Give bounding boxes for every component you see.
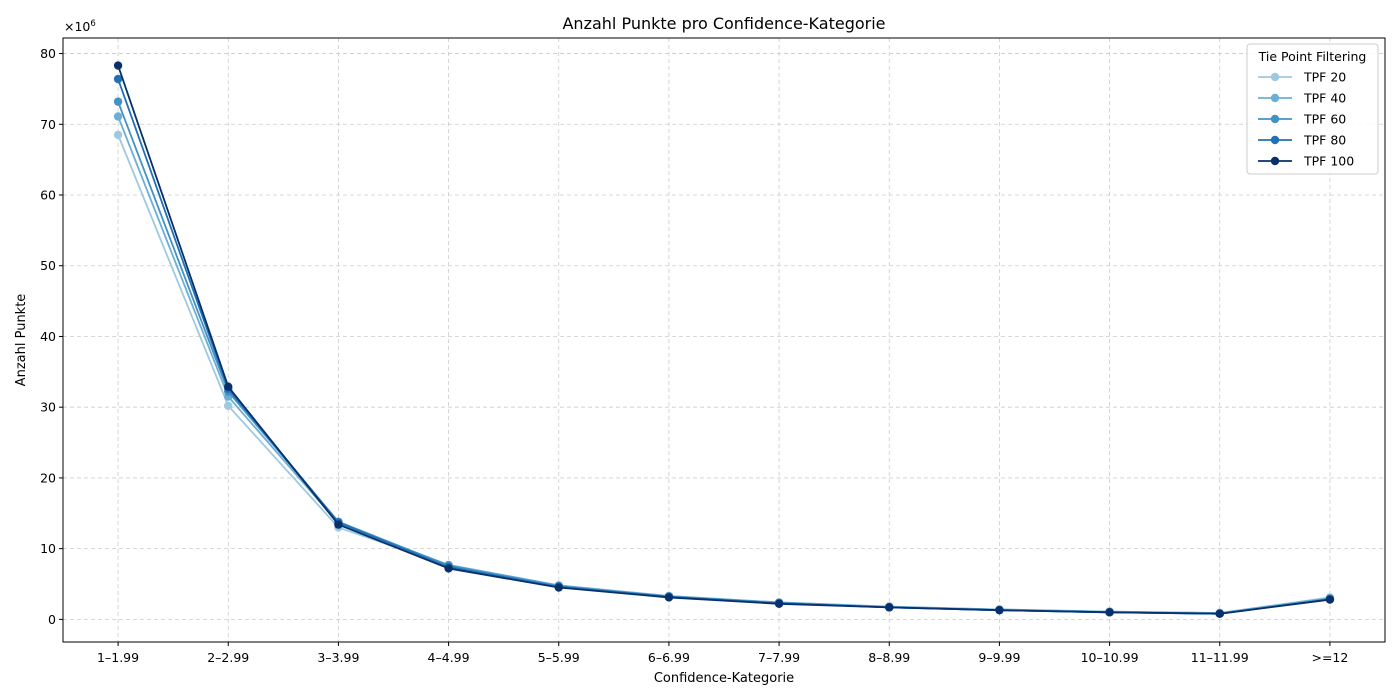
y-tick-label: 50 [40, 258, 56, 273]
data-point [224, 401, 233, 410]
data-point [113, 130, 123, 140]
y-offset-prefix: ×10 [64, 19, 90, 34]
legend-item: TPF 100 [1258, 154, 1354, 169]
x-tick-label: 8–8.99 [868, 650, 910, 665]
axis-ticks: 0 10 20 30 40 50 60 70 80 1–1.99 2–2.99 3–3.99 4–4.9… [40, 46, 1348, 665]
data-point [113, 61, 123, 70]
data-point [664, 593, 674, 602]
legend-marker [1270, 135, 1280, 145]
y-tick-label: 40 [40, 329, 56, 344]
legend-item: TPF 60 [1258, 112, 1346, 127]
x-tick-label: 11–11.99 [1191, 650, 1249, 665]
y-axis-label: Anzahl Punkte [14, 294, 29, 387]
legend-label: TPF 80 [1303, 133, 1346, 148]
x-tick-label: 2–2.99 [207, 650, 249, 665]
series-line [117, 78, 1331, 615]
legend-marker [1270, 156, 1280, 166]
series-tpf-60 [113, 97, 1335, 618]
series-layer [113, 61, 1335, 618]
series-line [117, 134, 1331, 614]
data-point [774, 599, 784, 609]
x-tick-label: 7–7.99 [758, 650, 800, 665]
x-tick-label: 4–4.99 [428, 650, 470, 665]
series-line [117, 65, 1331, 615]
y-tick-label: 20 [40, 470, 56, 485]
plot-frame [62, 37, 1386, 643]
data-point [224, 382, 233, 391]
legend-label: TPF 100 [1303, 154, 1354, 169]
x-tick-label: >=12 [1311, 650, 1348, 665]
y-tick-label: 70 [40, 117, 56, 132]
data-point [1325, 595, 1335, 604]
legend-item: TPF 20 [1258, 70, 1346, 85]
data-point [1105, 608, 1114, 617]
series-tpf-80 [113, 74, 1335, 618]
series-tpf-100 [113, 61, 1335, 618]
y-tick-label: 60 [40, 188, 56, 203]
legend-label: TPF 60 [1303, 112, 1346, 127]
x-tick-label: 1–1.99 [97, 650, 139, 665]
svg-text:×106: ×106 [64, 19, 96, 34]
data-point [554, 583, 563, 592]
data-point [113, 112, 123, 121]
data-point [113, 74, 123, 84]
x-tick-label: 9–9.99 [978, 650, 1020, 665]
y-tick-label: 30 [40, 400, 56, 415]
x-tick-label: 10–10.99 [1081, 650, 1139, 665]
y-offset-label: ×106 [64, 19, 96, 34]
legend-marker [1270, 72, 1280, 82]
grid [63, 38, 1385, 642]
legend-items: TPF 20 TPF 40 TPF 60 TPF 80 TPF 100 [1258, 70, 1354, 169]
data-point [885, 603, 894, 612]
y-tick-label: 80 [40, 46, 56, 61]
x-tick-label: 3–3.99 [317, 650, 359, 665]
legend-title: Tie Point Filtering [1258, 49, 1367, 64]
legend-item: TPF 80 [1258, 133, 1346, 148]
x-axis-label: Confidence-Kategorie [654, 671, 794, 686]
legend-marker [1270, 93, 1280, 103]
legend-item: TPF 40 [1258, 91, 1346, 106]
x-tick-label: 5–5.99 [538, 650, 580, 665]
data-point [1215, 609, 1224, 618]
legend-marker [1270, 114, 1280, 124]
data-point [334, 520, 343, 529]
data-point [444, 564, 453, 573]
series-tpf-40 [113, 112, 1335, 618]
y-offset-exponent: 6 [90, 19, 95, 29]
series-tpf-20 [113, 130, 1335, 618]
series-line [117, 101, 1331, 615]
legend-label: TPF 40 [1303, 91, 1346, 106]
data-point [995, 605, 1004, 615]
legend-label: TPF 20 [1303, 70, 1346, 85]
y-tick-label: 10 [40, 541, 56, 556]
chart-title: Anzahl Punkte pro Confidence-Kategorie [562, 14, 885, 33]
y-tick-label: 0 [48, 612, 56, 627]
x-tick-label: 6–6.99 [648, 650, 690, 665]
series-line [117, 116, 1331, 614]
data-point [113, 97, 123, 106]
